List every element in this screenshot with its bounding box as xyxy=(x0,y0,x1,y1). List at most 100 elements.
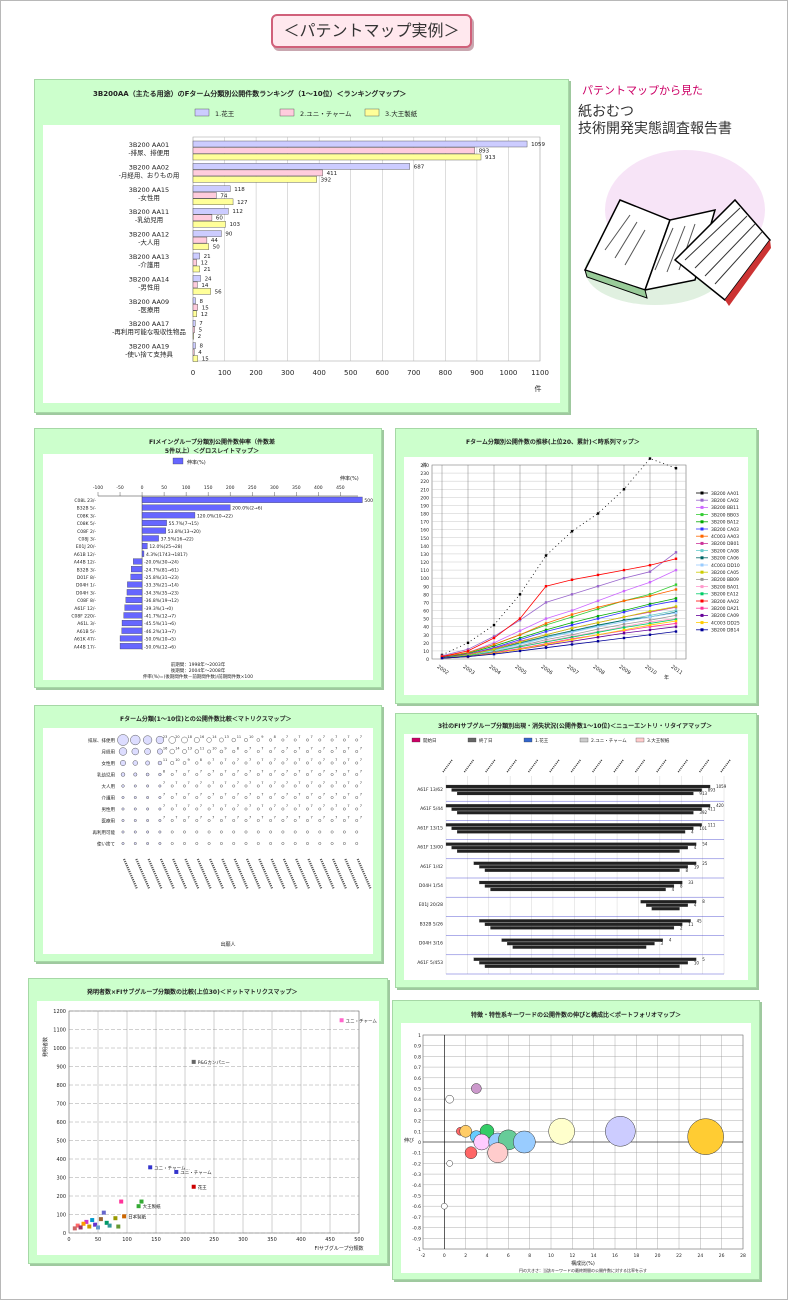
lifecycle-value-label: 8 xyxy=(680,884,683,889)
timeseries-point xyxy=(648,622,652,625)
ranking-legend: 1.花王 2.ユニ・チャーム 3.大王製紙 xyxy=(194,108,418,118)
matrix-count-label: 7 xyxy=(249,793,251,797)
matrix-count-label: 7 xyxy=(323,758,325,762)
dots-point xyxy=(113,1216,118,1221)
matrix-column-label xyxy=(258,858,274,890)
matrix-bubble xyxy=(281,830,285,834)
matrix-bubble xyxy=(244,750,248,753)
matrix-bubble xyxy=(219,842,223,845)
timeseries-point xyxy=(596,607,600,611)
ranking-bar xyxy=(192,265,200,273)
timeseries-point xyxy=(674,609,678,612)
matrix-bubble xyxy=(183,773,186,776)
matrix-row-label: 再利用可能 xyxy=(93,829,116,836)
growth-value-label: 55.7%(7→15) xyxy=(169,521,199,527)
timeseries-point xyxy=(466,651,470,654)
lifecycle-date-label xyxy=(656,759,667,773)
timeseries-point xyxy=(518,636,522,640)
portfolio-ytick: 1 xyxy=(418,1033,421,1039)
matrix-bubble xyxy=(170,784,174,788)
timeseries-legend-marker xyxy=(700,527,704,531)
timeseries-point xyxy=(544,633,548,636)
growth-bar xyxy=(123,612,143,619)
timeseries-point xyxy=(622,623,626,626)
dots-xtick: 350 xyxy=(267,1237,277,1243)
matrix-bubble xyxy=(219,830,223,834)
matrix-count-label: 8 xyxy=(163,770,165,774)
timeseries-point xyxy=(570,629,574,632)
growth-value-label: 120.0%(10→22) xyxy=(197,513,233,519)
matrix-count-label: 7 xyxy=(323,804,325,808)
matrix-bubble xyxy=(195,819,199,822)
portfolio-ytick: -0.6 xyxy=(412,1204,421,1210)
matrix-column-label xyxy=(295,858,311,890)
matrix-bubble xyxy=(182,749,187,754)
matrix-bubble xyxy=(158,842,162,845)
portfolio-footnote: 円の大きさ：当該キーワードの最終期間の公開件数に対する比率を示す xyxy=(519,1267,647,1273)
timeseries-legend-marker xyxy=(700,628,704,632)
matrix-bubble xyxy=(219,761,223,765)
timeseries-point xyxy=(596,621,600,624)
dots-ytick: 700 xyxy=(56,1102,66,1108)
growth-value-label: 12.0%(25→28) xyxy=(149,544,182,550)
timeseries-legend-label: 3B200 CA05 xyxy=(711,570,739,576)
matrix-count-label: 7 xyxy=(360,781,362,785)
timeseries-series-line xyxy=(441,558,677,657)
matrix-bubble xyxy=(318,773,322,776)
matrix-count-label: 7 xyxy=(347,735,349,739)
growth-category-label: A61K 47/- xyxy=(74,637,96,643)
matrix-bubble xyxy=(293,830,297,834)
growth-xtick: -100 xyxy=(93,485,103,491)
matrix-bubble xyxy=(146,842,150,845)
ranking-bar xyxy=(192,348,195,356)
matrix-bubble xyxy=(256,773,260,776)
matrix-bubble xyxy=(318,842,322,845)
matrix-count-label: 7 xyxy=(163,781,165,785)
growth-xtick: 200 xyxy=(226,485,235,491)
growth-bar xyxy=(141,543,148,550)
matrix-bubble xyxy=(244,761,248,765)
timeseries-title: Fターム分類別公開件数の推移(上位20、累計)＜時系列マップ＞ xyxy=(466,439,640,446)
timeseries-point xyxy=(518,648,522,651)
matrix-bubble xyxy=(219,807,223,811)
matrix-bubble xyxy=(182,761,187,765)
dots-xtick: 100 xyxy=(122,1237,132,1243)
matrix-bubble xyxy=(269,784,273,788)
timeseries-panel: Fターム分類別公開件数の推移(上位20、累計)＜時系列マップ＞ 0 10 20 30 4… xyxy=(395,428,757,704)
matrix-count-label: 7 xyxy=(286,735,288,739)
ranking-value-label: 44 xyxy=(211,238,218,244)
timeseries-point xyxy=(674,551,678,554)
lifecycle-bar xyxy=(457,811,694,815)
matrix-bubble xyxy=(219,796,223,799)
matrix-count-label: 9 xyxy=(224,747,226,751)
growth-value-label: 4.3%(1743→1817) xyxy=(146,552,188,558)
lifecycle-value-label: 11 xyxy=(688,922,694,927)
timeseries-point xyxy=(544,628,548,632)
timeseries-ytick: 70 xyxy=(423,600,429,606)
timeseries-ytick: 120 xyxy=(420,560,429,566)
matrix-count-label: 7 xyxy=(200,781,202,785)
timeseries-point xyxy=(674,622,678,625)
ranking-value-label: 12 xyxy=(201,261,208,267)
matrix-count-label: 7 xyxy=(274,816,276,820)
growth-category-label: A61F 12/- xyxy=(74,606,96,612)
matrix-count-label: 7 xyxy=(249,758,251,762)
growth-category-label: D01F 8/- xyxy=(77,575,97,581)
timeseries-point xyxy=(622,589,626,593)
matrix-count-label: 7 xyxy=(212,793,214,797)
matrix-bubble xyxy=(306,807,309,811)
matrix-count-label: 8 xyxy=(274,735,276,739)
portfolio-xtick: 18 xyxy=(633,1253,639,1259)
matrix-bubble xyxy=(183,784,186,788)
matrix-bubble xyxy=(330,819,334,822)
portfolio-chart: -2 0 2 4 6 8 10 12 14 16 18 20 22 24 26 28-1-0.9-0.8-0.… xyxy=(404,1033,746,1273)
matrix-count-label: 7 xyxy=(237,758,239,762)
ranking-bar xyxy=(192,236,208,244)
timeseries-legend-marker xyxy=(700,585,704,589)
matrix-count-label: 7 xyxy=(274,758,276,762)
matrix-bubble xyxy=(121,830,125,834)
timeseries-series-line xyxy=(441,597,677,658)
timeseries-point xyxy=(674,614,678,617)
matrix-count-label: 14 xyxy=(175,747,180,751)
